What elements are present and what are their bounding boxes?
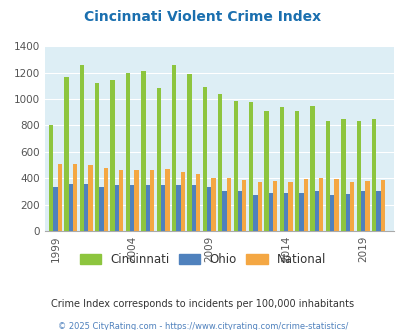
- Bar: [156, 88, 160, 231]
- Bar: [160, 185, 165, 231]
- Bar: [58, 164, 62, 231]
- Bar: [172, 65, 176, 231]
- Bar: [176, 185, 180, 231]
- Legend: Cincinnati, Ohio, National: Cincinnati, Ohio, National: [79, 253, 326, 266]
- Bar: [356, 121, 360, 231]
- Bar: [379, 180, 384, 231]
- Bar: [237, 191, 241, 231]
- Bar: [145, 185, 149, 231]
- Bar: [257, 182, 261, 231]
- Bar: [360, 191, 364, 231]
- Bar: [187, 74, 191, 231]
- Bar: [253, 195, 257, 231]
- Bar: [340, 119, 345, 231]
- Bar: [329, 195, 334, 231]
- Bar: [226, 178, 230, 231]
- Bar: [53, 187, 58, 231]
- Bar: [217, 94, 222, 231]
- Bar: [119, 170, 123, 231]
- Bar: [364, 181, 369, 231]
- Bar: [180, 172, 185, 231]
- Bar: [272, 181, 277, 231]
- Bar: [371, 119, 375, 231]
- Bar: [73, 164, 77, 231]
- Bar: [95, 83, 99, 231]
- Bar: [68, 184, 73, 231]
- Bar: [288, 182, 292, 231]
- Bar: [279, 107, 283, 231]
- Bar: [64, 77, 68, 231]
- Text: Crime Index corresponds to incidents per 100,000 inhabitants: Crime Index corresponds to incidents per…: [51, 299, 354, 309]
- Bar: [141, 71, 145, 231]
- Bar: [334, 179, 338, 231]
- Bar: [202, 87, 207, 231]
- Bar: [88, 165, 92, 231]
- Bar: [49, 125, 53, 231]
- Bar: [149, 170, 154, 231]
- Bar: [165, 169, 169, 231]
- Bar: [79, 65, 84, 231]
- Bar: [310, 106, 314, 231]
- Bar: [375, 191, 379, 231]
- Bar: [233, 101, 237, 231]
- Bar: [103, 168, 108, 231]
- Bar: [126, 73, 130, 231]
- Text: Cincinnati Violent Crime Index: Cincinnati Violent Crime Index: [84, 10, 321, 24]
- Bar: [115, 185, 119, 231]
- Bar: [248, 102, 253, 231]
- Bar: [99, 187, 103, 231]
- Bar: [196, 174, 200, 231]
- Bar: [264, 111, 268, 231]
- Bar: [207, 187, 211, 231]
- Text: © 2025 CityRating.com - https://www.cityrating.com/crime-statistics/: © 2025 CityRating.com - https://www.city…: [58, 322, 347, 330]
- Bar: [345, 194, 349, 231]
- Bar: [110, 80, 115, 231]
- Bar: [349, 182, 353, 231]
- Bar: [268, 193, 272, 231]
- Bar: [298, 193, 303, 231]
- Bar: [294, 111, 298, 231]
- Bar: [130, 185, 134, 231]
- Bar: [283, 193, 288, 231]
- Bar: [325, 121, 329, 231]
- Bar: [211, 178, 215, 231]
- Bar: [314, 191, 318, 231]
- Bar: [134, 170, 139, 231]
- Bar: [222, 191, 226, 231]
- Bar: [303, 179, 307, 231]
- Bar: [191, 185, 196, 231]
- Bar: [241, 180, 246, 231]
- Bar: [84, 184, 88, 231]
- Bar: [318, 178, 322, 231]
